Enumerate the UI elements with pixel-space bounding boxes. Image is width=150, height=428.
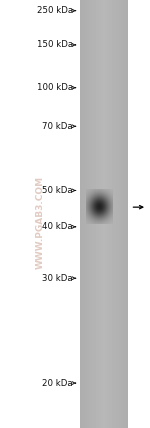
Text: 150 kDa: 150 kDa bbox=[37, 40, 73, 50]
Text: 250 kDa: 250 kDa bbox=[37, 6, 73, 15]
Text: 20 kDa: 20 kDa bbox=[42, 378, 73, 388]
Text: 70 kDa: 70 kDa bbox=[42, 122, 73, 131]
Text: 30 kDa: 30 kDa bbox=[42, 273, 73, 283]
Text: 40 kDa: 40 kDa bbox=[42, 222, 73, 232]
Text: 50 kDa: 50 kDa bbox=[42, 186, 73, 195]
Text: WWW.PGAB3.COM: WWW.PGAB3.COM bbox=[36, 176, 45, 269]
Text: 100 kDa: 100 kDa bbox=[37, 83, 73, 92]
